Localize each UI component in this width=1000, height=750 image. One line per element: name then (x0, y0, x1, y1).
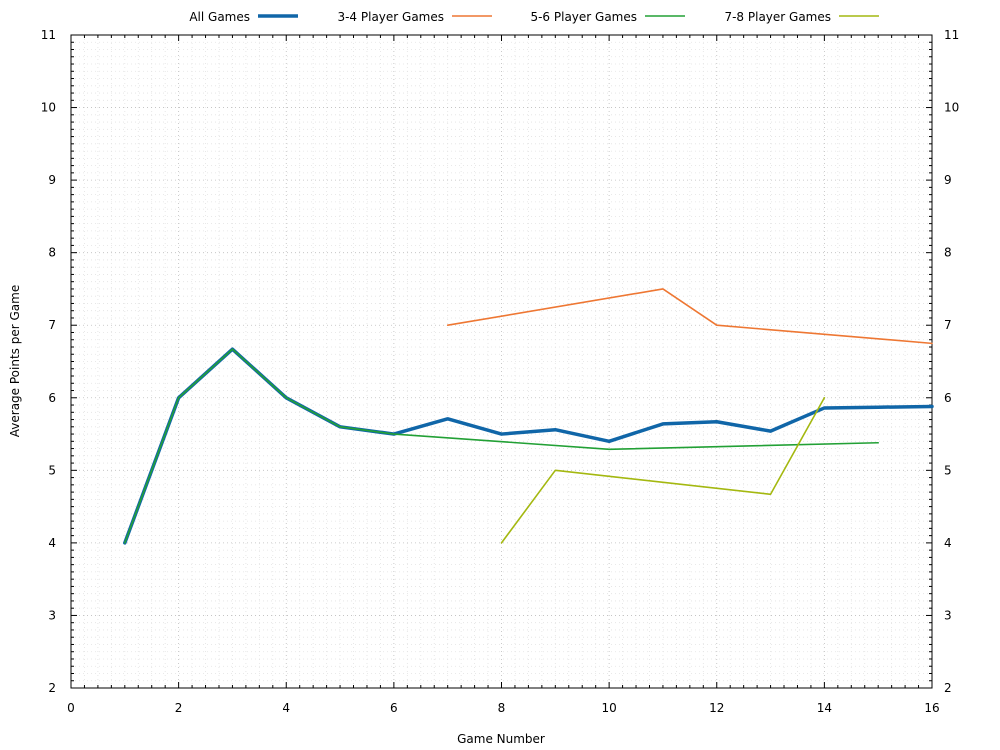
legend: All Games 3-4 Player Games 5-6 Player Game… (189, 10, 879, 24)
y-tick-label-left: 2 (48, 681, 56, 695)
y-tick-label-right: 2 (944, 681, 952, 695)
series-line-3 (124, 348, 879, 544)
y-axis-tick-labels-left: 2 3 4 5 6 7 8 9 10 11 (41, 28, 56, 695)
x-axis-tick-labels: 0 2 4 6 8 10 12 14 16 (67, 701, 939, 715)
y-tick-label-right: 3 (944, 608, 952, 622)
x-axis-title: Game Number (457, 732, 545, 746)
y-tick-label-right: 9 (944, 173, 952, 187)
grid-lines (71, 35, 932, 688)
x-tick-label: 14 (817, 701, 832, 715)
y-tick-label-right: 5 (944, 463, 952, 477)
y-tick-label-left: 11 (41, 28, 56, 42)
x-tick-label: 12 (709, 701, 724, 715)
y-tick-label-right: 4 (944, 536, 952, 550)
y-tick-label-left: 10 (41, 101, 56, 115)
x-tick-label: 4 (282, 701, 290, 715)
y-tick-label-left: 5 (48, 463, 56, 477)
series-line-1 (123, 347, 934, 545)
y-tick-label-left: 8 (48, 246, 56, 260)
y-axis-title: Average Points per Game (8, 285, 22, 437)
y-tick-label-left: 6 (48, 391, 56, 405)
y-tick-label-right: 6 (944, 391, 952, 405)
plot-area-border (70, 34, 933, 689)
x-tick-label: 10 (601, 701, 616, 715)
x-tick-label: 6 (390, 701, 398, 715)
y-axis-tick-labels-right: 2 3 4 5 6 7 8 9 10 11 (944, 28, 959, 695)
y-tick-label-left: 7 (48, 318, 56, 332)
series-line-4 (500, 396, 826, 544)
legend-label: 7-8 Player Games (724, 10, 831, 24)
y-tick-label-left: 9 (48, 173, 56, 187)
axis-ticks (70, 34, 933, 689)
x-tick-label: 0 (67, 701, 75, 715)
x-tick-label: 16 (924, 701, 939, 715)
x-tick-label: 2 (175, 701, 183, 715)
y-tick-label-right: 10 (944, 101, 959, 115)
series-lines (123, 288, 934, 545)
y-tick-label-right: 11 (944, 28, 959, 42)
legend-label: All Games (189, 10, 250, 24)
legend-label: 5-6 Player Games (530, 10, 637, 24)
y-tick-label-right: 7 (944, 318, 952, 332)
y-tick-label-left: 4 (48, 536, 56, 550)
series-line-2 (446, 288, 933, 345)
x-tick-label: 8 (498, 701, 506, 715)
y-tick-label-right: 8 (944, 246, 952, 260)
legend-label: 3-4 Player Games (337, 10, 444, 24)
y-tick-label-left: 3 (48, 608, 56, 622)
